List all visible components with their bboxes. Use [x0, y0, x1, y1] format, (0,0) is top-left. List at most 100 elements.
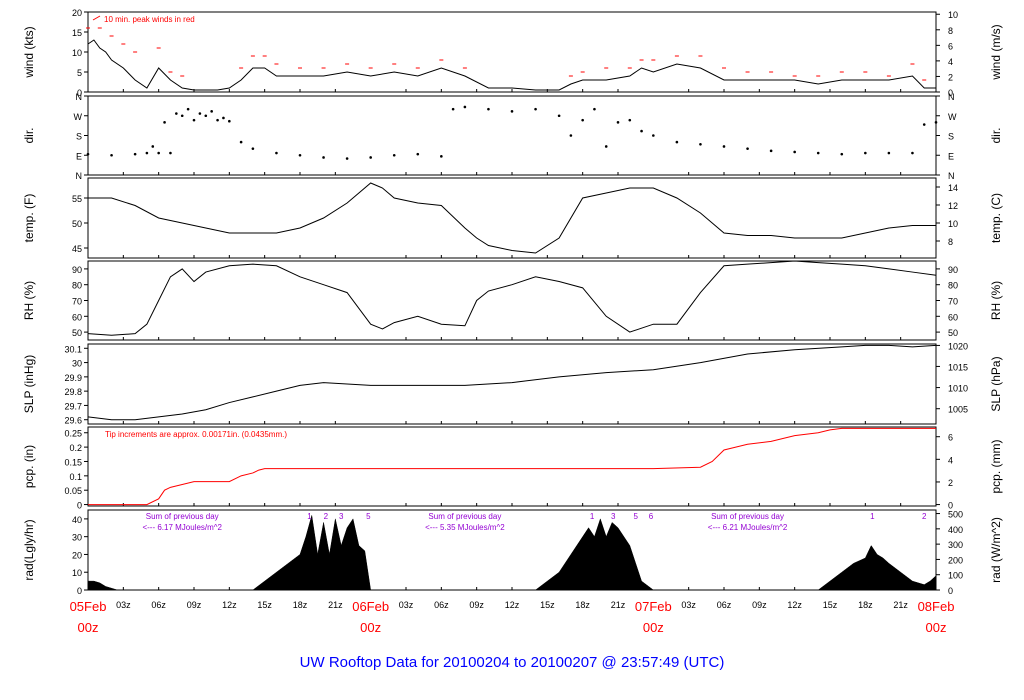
y-tick-label: 55 [72, 194, 82, 204]
y-tick-label-right: 1005 [948, 405, 968, 415]
panel-pcp: 0 0.05 0.1 0.15 0.2 0.25 0 2 4 6 pcp. (in) pcp. (mm… [22, 426, 1003, 511]
dir-point [186, 107, 190, 111]
y-tick-label-right: E [948, 151, 954, 161]
y-tick-label-right: 10 [948, 219, 958, 229]
dir-point [169, 151, 172, 155]
y-tick-label-right: 500 [948, 510, 963, 520]
y-tick-label-right: 4 [948, 57, 953, 67]
dir-point [840, 152, 844, 156]
dir-point [451, 107, 455, 111]
y-tick-label-right: S [948, 132, 954, 142]
panel-frame [87, 11, 937, 93]
dir-point [922, 123, 926, 126]
radiation-sum-value: <--- 6.21 MJoules/m^2 [708, 523, 788, 532]
y-tick-label: 10 [72, 48, 82, 58]
time-tick-label: 18z [575, 600, 590, 610]
dir-point [198, 112, 202, 115]
time-tick-label: 12z [787, 600, 802, 610]
y-tick-label: 10 [72, 568, 82, 578]
pcp-line [88, 427, 936, 506]
dir-point [322, 156, 325, 159]
panel-frame [87, 95, 937, 176]
hour-marker-label: 1 [590, 512, 595, 521]
hour-marker-label: 3 [339, 512, 344, 521]
time-tick-label: 12z [222, 600, 237, 610]
dir-point [652, 134, 655, 137]
time-tick-label: 06z [717, 600, 732, 610]
y-tick-label-right: 70 [948, 297, 958, 307]
dir-point [369, 156, 372, 159]
dir-point [345, 157, 349, 160]
pcp-annotation: Tip increments are approx. 0.00171in. (0… [105, 430, 287, 439]
y-tick-label-right: 200 [948, 555, 963, 565]
time-tick-label: 03z [681, 600, 696, 610]
y-tick-label: 30 [72, 359, 82, 369]
hour-marker-label: 6 [649, 512, 654, 521]
y-tick-label: W [74, 112, 83, 122]
y-axis-label-right: dir. [989, 127, 1003, 143]
y-tick-label-right: 1010 [948, 384, 968, 394]
time-tick-label: 18z [858, 600, 873, 610]
time-tick-label: 09z [187, 600, 202, 610]
dir-point [864, 151, 867, 155]
dir-point [133, 152, 137, 156]
hour-marker-label: 1 [307, 512, 312, 521]
y-tick-label: E [76, 151, 82, 161]
dir-point [487, 107, 490, 111]
panels: 0 5 1015 200 2 4 6 8 10 wind (kts) wind (m/s) 10 mi… [22, 8, 1003, 596]
panel-frame [87, 509, 937, 591]
dir-point [228, 119, 231, 123]
y-tick-label: 5 [77, 68, 82, 78]
dir-point [593, 107, 596, 111]
time-tick-label: 09z [469, 600, 484, 610]
dir-point [816, 151, 820, 155]
time-tick-label: 12z [505, 600, 520, 610]
y-tick-label-right: 12 [948, 201, 958, 211]
wind-annotation: 10 min. peak winds in red [104, 15, 195, 24]
dir-point [440, 155, 443, 158]
y-tick-label-right: 8 [948, 26, 953, 36]
y-tick-label-right: 1015 [948, 362, 968, 372]
y-axis-label-right: wind (m/s) [989, 24, 1003, 80]
dir-point [192, 118, 196, 122]
y-tick-label-right: 300 [948, 540, 963, 550]
y-tick-label: 30.1 [64, 344, 82, 354]
dir-point [110, 153, 113, 157]
radiation-area [87, 515, 937, 591]
dir-point [210, 110, 213, 113]
y-axis-label-right: SLP (hPa) [989, 356, 1003, 411]
time-tick-label: 03z [399, 600, 414, 610]
y-tick-label: 29.9 [64, 373, 82, 383]
hour-marker-label: 1 [870, 512, 875, 521]
dir-point [769, 149, 773, 153]
y-tick-label-right: 50 [948, 328, 958, 338]
panel-slp: 29.6 29.7 29.8 29.9 30 30.1 1005 1010 1015 1020 SL… [22, 341, 1003, 425]
chart-title: UW Rooftop Data for 20100204 to 20100207… [300, 654, 725, 671]
dir-point [145, 151, 149, 155]
dir-point [628, 118, 632, 122]
dir-point [911, 151, 914, 155]
y-tick-label: 0 [77, 501, 82, 511]
panel-temp: 45 50 55 8 10 12 14 temp. (F) temp. (C) [22, 177, 1003, 259]
day-date-label: 07Feb [635, 599, 672, 614]
y-tick-label: 50 [72, 328, 82, 338]
y-axis-label-right: pcp. (mm) [989, 439, 1003, 493]
y-axis-label: wind (kts) [22, 26, 36, 78]
panel-frame [87, 177, 937, 259]
y-tick-label: 50 [72, 219, 82, 229]
y-axis-label: dir. [22, 127, 36, 143]
time-tick-label: 21z [893, 600, 908, 610]
y-tick-label-right: 60 [948, 312, 958, 322]
y-axis-label-right: rad (W/m^2) [989, 517, 1003, 583]
y-tick-label-right: N [948, 171, 955, 181]
hour-marker-label: 2 [324, 512, 329, 521]
y-tick-label: 45 [72, 244, 82, 254]
wind-line [87, 39, 936, 91]
dir-point [746, 147, 749, 150]
y-tick-label: 0.15 [64, 457, 82, 467]
dir-point [392, 153, 396, 157]
y-tick-label: 29.6 [64, 416, 82, 426]
dir-point [510, 110, 514, 113]
